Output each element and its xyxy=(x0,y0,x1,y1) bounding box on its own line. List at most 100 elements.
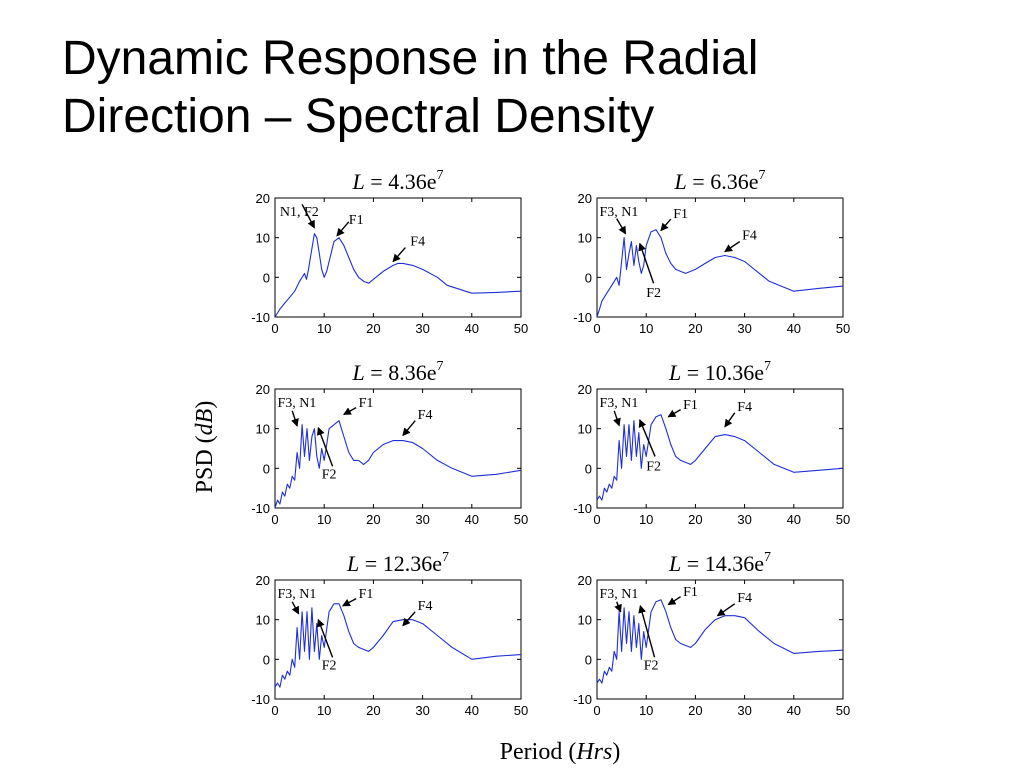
panel-title: L = 12.36e7 xyxy=(346,550,449,576)
slide-title-line-2: Direction – Spectral Density xyxy=(62,90,655,143)
panel-title-var: L xyxy=(352,360,365,385)
annotation-arrow xyxy=(724,241,741,253)
annotation-label: N1, F2 xyxy=(280,205,319,220)
y-tick-label: 20 xyxy=(578,191,592,206)
y-tick-label: -10 xyxy=(573,501,592,516)
slide-title-line-1: Dynamic Response in the Radial xyxy=(62,32,759,85)
annotation-arrow xyxy=(638,419,656,457)
plot-frame xyxy=(596,197,844,318)
x-tick-label: 40 xyxy=(787,321,801,336)
annotation-arrow xyxy=(301,204,315,229)
y-tick-label: 20 xyxy=(578,573,592,588)
y-tick-label: -10 xyxy=(573,310,592,325)
x-tick-label: 40 xyxy=(465,321,479,336)
y-axis-label: PSD (dB) xyxy=(192,401,218,494)
annotation-arrow xyxy=(402,420,416,437)
plot-frame xyxy=(596,388,844,509)
annotation-label: F1 xyxy=(683,585,698,600)
panel-title-exponent: 7 xyxy=(442,550,449,565)
panel-title: L = 10.36e7 xyxy=(668,359,771,385)
panel-title: L = 14.36e7 xyxy=(668,550,771,576)
x-axis-label-close: ) xyxy=(612,739,620,765)
y-axis-label-main: PSD ( xyxy=(192,435,218,493)
x-tick-label: 10 xyxy=(639,703,653,718)
x-tick-label: 50 xyxy=(836,321,850,336)
x-tick-label: 20 xyxy=(688,703,702,718)
y-tick-label: 10 xyxy=(256,231,270,246)
panel-title-value: = 4.36e xyxy=(365,169,437,194)
y-tick-label: 0 xyxy=(263,652,270,667)
annotation-label: F2 xyxy=(646,459,661,474)
annotation-label: F1 xyxy=(673,207,688,222)
y-tick-label: 10 xyxy=(578,613,592,628)
panel-title-exponent: 7 xyxy=(764,359,771,374)
x-tick-label: 20 xyxy=(366,703,380,718)
annotation-arrow xyxy=(392,247,406,263)
x-tick-label: 10 xyxy=(639,512,653,527)
y-tick-label: 20 xyxy=(256,382,270,397)
annotation-arrow xyxy=(291,410,299,427)
annotation-label: F3, N1 xyxy=(599,396,638,411)
slide-title: Dynamic Response in the Radial Direction… xyxy=(62,30,962,146)
y-tick-label: 10 xyxy=(256,422,270,437)
x-tick-label: 30 xyxy=(415,512,429,527)
x-tick-label: 0 xyxy=(593,321,600,336)
panel-title-exponent: 7 xyxy=(436,359,443,374)
annotation-arrow xyxy=(660,218,672,232)
x-tick-label: 50 xyxy=(514,703,528,718)
panel-title-value: = 6.36e xyxy=(687,169,759,194)
x-tick-label: 0 xyxy=(271,703,278,718)
x-tick-label: 0 xyxy=(271,321,278,336)
x-tick-label: 50 xyxy=(514,512,528,527)
annotation-label: F4 xyxy=(418,408,433,423)
annotation-label: F4 xyxy=(418,599,433,614)
y-axis-label-close: ) xyxy=(192,401,218,409)
annotation-label: F1 xyxy=(349,213,364,228)
y-tick-label: -10 xyxy=(573,692,592,707)
y-tick-label: 0 xyxy=(263,270,270,285)
annotation-arrow xyxy=(316,426,334,467)
annotation-label: F3, N1 xyxy=(277,587,316,602)
panel-title-var: L xyxy=(668,551,681,576)
y-tick-label: 0 xyxy=(585,270,592,285)
annotation-label: F1 xyxy=(359,587,374,602)
annotation-label: F2 xyxy=(322,467,337,482)
annotation-label: F2 xyxy=(322,658,337,673)
x-tick-label: 50 xyxy=(514,321,528,336)
panel-title-value: = 14.36e xyxy=(681,551,764,576)
x-tick-label: 20 xyxy=(366,321,380,336)
psd-series-line xyxy=(274,233,522,318)
x-tick-label: 20 xyxy=(366,512,380,527)
annotation-arrow xyxy=(402,611,416,627)
y-tick-label: 10 xyxy=(578,422,592,437)
y-tick-label: 0 xyxy=(263,461,270,476)
plot-frame xyxy=(596,579,844,700)
panel-title: L = 8.36e7 xyxy=(352,359,444,385)
panel-title-value: = 8.36e xyxy=(365,360,437,385)
x-tick-label: 0 xyxy=(271,512,278,527)
psd-series-line xyxy=(596,414,844,501)
panel-title-exponent: 7 xyxy=(758,168,765,183)
x-tick-label: 40 xyxy=(465,703,479,718)
x-tick-label: 20 xyxy=(688,321,702,336)
annotation-label: F4 xyxy=(737,400,752,415)
annotation-arrow xyxy=(667,596,682,606)
x-tick-label: 30 xyxy=(737,512,751,527)
annotation-label: F3, N1 xyxy=(599,587,638,602)
x-axis-label-unit: Hrs xyxy=(575,739,612,765)
plot-frame xyxy=(274,197,522,318)
panel-title: L = 4.36e7 xyxy=(352,168,444,194)
panel-title-value: = 10.36e xyxy=(681,360,764,385)
annotation-label: F3, N1 xyxy=(277,396,316,411)
annotation-arrow xyxy=(336,221,350,237)
panel-title: L = 6.36e7 xyxy=(674,168,766,194)
psd-series-line xyxy=(274,420,522,509)
annotation-arrow xyxy=(614,601,622,613)
annotation-arrow xyxy=(724,412,736,428)
y-tick-label: 20 xyxy=(256,573,270,588)
